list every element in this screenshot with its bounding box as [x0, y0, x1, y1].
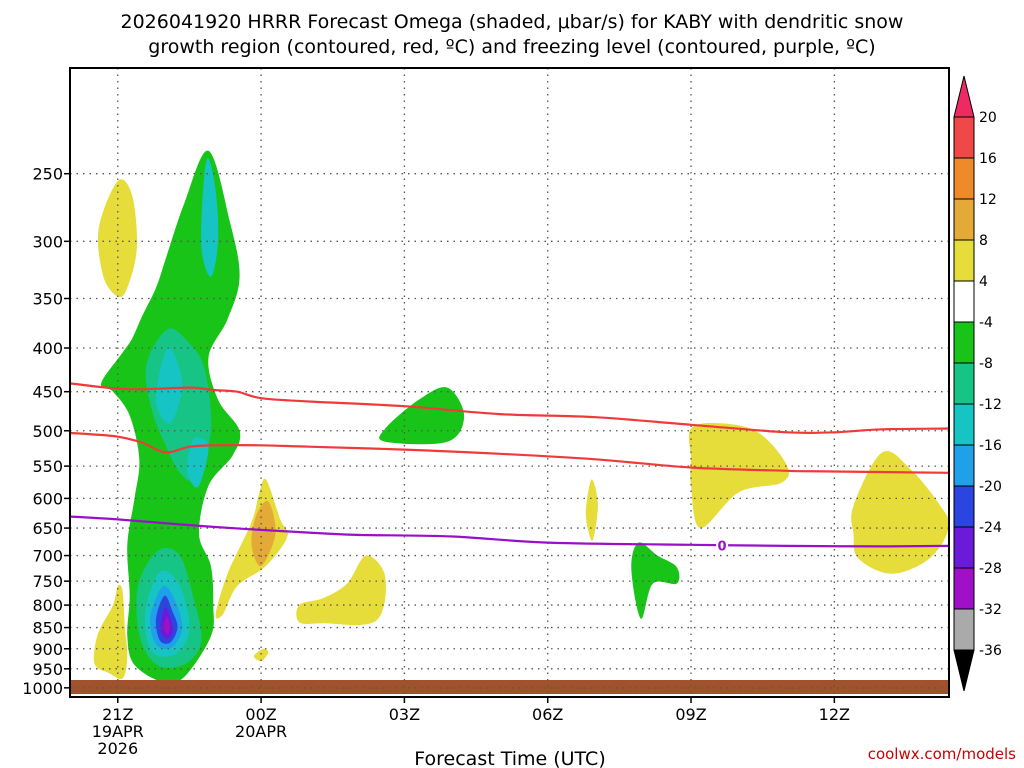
y-tick-label-400: 400 [32, 339, 63, 358]
omega-shading-layer [93, 150, 949, 684]
contour-lines-layer: 0 [70, 382, 949, 554]
colorbar-label-12: -32 [979, 602, 1002, 618]
contour-line-1 [70, 431, 949, 474]
colorbar-label-10: -24 [979, 520, 1002, 536]
colorbar-top-arrow [953, 75, 975, 118]
y-tick-label-550: 550 [32, 457, 63, 476]
omega-region-14 [201, 158, 219, 277]
omega-region-15 [155, 347, 183, 424]
colorbar-label-7: -12 [979, 397, 1002, 413]
colorbar-label-0: 20 [979, 110, 997, 126]
y-tick-label-900: 900 [32, 640, 63, 659]
colorbar-swatch-12 [953, 608, 975, 651]
colorbar-swatch-6 [953, 362, 975, 405]
x-axis-label: Forecast Time (UTC) [414, 748, 605, 768]
colorbar-label-8: -16 [979, 438, 1002, 454]
y-axis-pressure: 250 300 350 400 450 500 550 600 650 700 750 800 850 9… [22, 165, 70, 698]
colorbar-swatch-2 [953, 198, 975, 241]
omega-region-7 [851, 451, 949, 574]
contour-label-bg [716, 537, 729, 553]
omega-region-21 [164, 616, 170, 635]
y-tick-label-700: 700 [32, 547, 63, 566]
credit-link[interactable]: coolwx.com/models [868, 745, 1016, 763]
y-tick-label-500: 500 [32, 422, 63, 441]
chart-title-line-2: growth region (contoured, red, ºC) and f… [148, 36, 875, 58]
colorbar-label-6: -8 [979, 356, 993, 372]
colorbar-swatch-4 [953, 280, 975, 323]
colorbar-label-1: 16 [979, 151, 997, 167]
ground-terrain-band [70, 680, 949, 694]
contour-line-0 [70, 382, 949, 435]
x-tick-label-12Z: 12Z [819, 705, 850, 724]
y-tick-label-350: 350 [32, 289, 63, 308]
colorbar: 20 16 12 8 4 -4 -8 -12 -16 -20 -24 -28 -32 -36 [953, 75, 1002, 692]
x-tick-date-21Z: 19APR [92, 722, 144, 741]
colorbar-swatch-10 [953, 526, 975, 569]
x-tick-label-00Z: 00Z [245, 705, 276, 724]
grid-layer [70, 68, 949, 697]
plot-frame [69, 67, 950, 698]
colorbar-swatch-1 [953, 157, 975, 200]
contour-line-2 [70, 515, 949, 548]
y-tick-label-850: 850 [32, 619, 63, 638]
chart-title-line-1: 2026041920 HRRR Forecast Omega (shaded, … [121, 11, 904, 33]
y-tick-label-600: 600 [32, 489, 63, 508]
colorbar-label-4: 4 [979, 274, 988, 290]
y-tick-label-650: 650 [32, 519, 63, 538]
y-tick-label-1000: 1000 [22, 679, 63, 698]
omega-region-2 [215, 478, 288, 619]
colorbar-label-11: -28 [979, 561, 1002, 577]
colorbar-label-9: -20 [979, 479, 1002, 495]
colorbar-swatch-9 [953, 485, 975, 528]
omega-region-1 [93, 584, 128, 680]
x-tick-label-06Z: 06Z [532, 705, 563, 724]
colorbar-swatch-11 [953, 567, 975, 610]
colorbar-bottom-arrow [953, 649, 975, 692]
omega-region-4 [296, 555, 386, 626]
colorbar-label-13: -36 [979, 643, 1002, 659]
x-tick-year-21Z: 2026 [97, 739, 138, 758]
x-tick-label-03Z: 03Z [389, 705, 420, 724]
colorbar-swatch-7 [953, 403, 975, 446]
omega-region-16 [186, 437, 209, 488]
x-tick-date-00Z: 20APR [235, 722, 287, 741]
y-tick-label-300: 300 [32, 232, 63, 251]
omega-region-3 [253, 648, 269, 661]
omega-region-10 [379, 387, 465, 445]
colorbar-label-3: 8 [979, 233, 988, 249]
colorbar-swatch-0 [953, 116, 975, 159]
omega-region-5 [585, 479, 598, 541]
colorbar-swatch-8 [953, 444, 975, 487]
y-tick-label-450: 450 [32, 383, 63, 402]
y-tick-label-750: 750 [32, 572, 63, 591]
colorbar-swatch-3 [953, 239, 975, 282]
contour-label: 0 [718, 539, 727, 554]
y-tick-label-800: 800 [32, 596, 63, 615]
y-tick-label-950: 950 [32, 660, 63, 679]
x-tick-label-09Z: 09Z [675, 705, 706, 724]
omega-region-8 [251, 500, 276, 567]
y-tick-label-250: 250 [32, 165, 63, 184]
x-tick-label-21Z: 21Z [102, 705, 133, 724]
colorbar-swatch-5 [953, 321, 975, 364]
colorbar-label-5: -4 [979, 315, 993, 331]
colorbar-label-2: 12 [979, 192, 997, 208]
omega-region-6 [688, 423, 789, 529]
